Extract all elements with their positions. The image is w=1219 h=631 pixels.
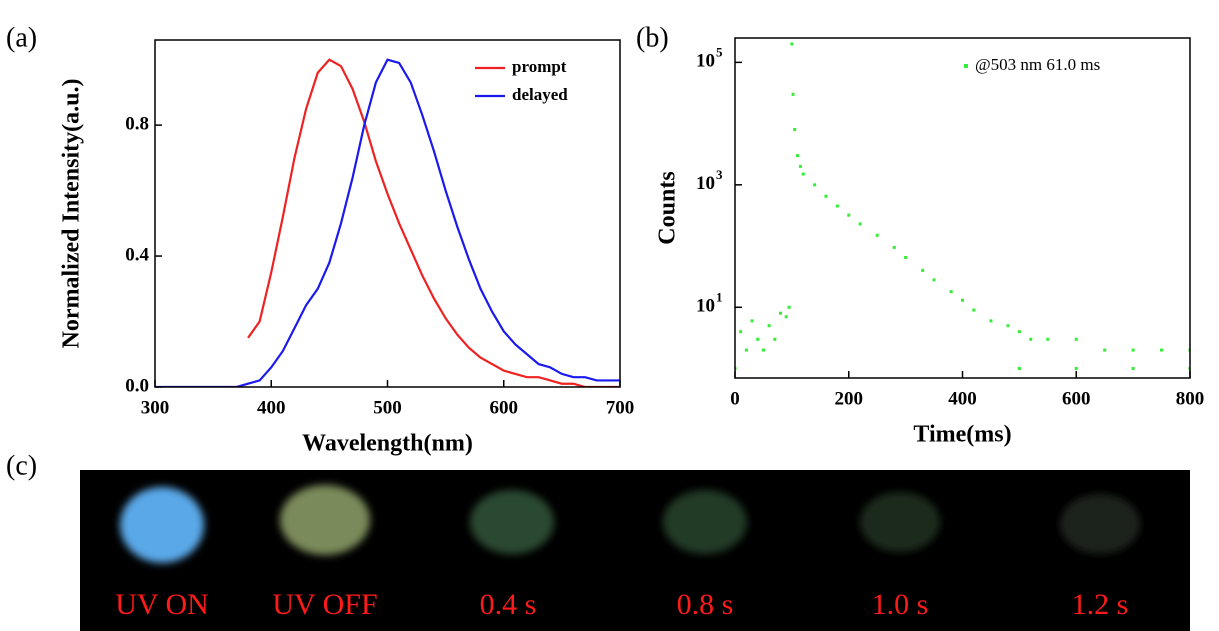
- point: [1131, 348, 1135, 352]
- point: [875, 233, 879, 237]
- legend-label: @503 nm 61.0 ms: [975, 55, 1100, 74]
- legend-label: prompt: [512, 57, 567, 76]
- point: [892, 245, 896, 249]
- x-tick-label: 700: [606, 397, 635, 418]
- point: [1160, 348, 1164, 352]
- legend-label: delayed: [512, 85, 568, 104]
- photo-caption: UV OFF: [272, 588, 377, 621]
- point: [756, 337, 760, 341]
- y-tick-exponent: 5: [716, 44, 723, 59]
- point: [904, 256, 908, 260]
- y-tick-label: 10: [696, 51, 715, 72]
- photo-caption: 1.0 s: [872, 588, 929, 621]
- point: [798, 164, 802, 168]
- x-tick-label: 600: [490, 397, 519, 418]
- point: [1046, 337, 1050, 341]
- y-tick-label: 10: [696, 296, 715, 317]
- point: [858, 222, 862, 226]
- point: [1103, 348, 1107, 352]
- point: [961, 298, 964, 302]
- powder-photo: [860, 492, 940, 552]
- powder-photo: [120, 487, 204, 563]
- y-tick-label: 0.0: [125, 375, 149, 396]
- plot: [735, 42, 1190, 371]
- x-tick-label: 400: [257, 397, 286, 418]
- point: [1074, 367, 1078, 371]
- point: [813, 183, 817, 187]
- point: [824, 194, 828, 198]
- series-line: [247, 58, 620, 387]
- point: [1131, 367, 1135, 371]
- plot-frame: [154, 39, 621, 388]
- point: [1074, 337, 1078, 341]
- x-axis-label: Time(ms): [913, 422, 1011, 448]
- y-tick-label: 0.8: [125, 113, 149, 134]
- point: [796, 154, 800, 158]
- point: [989, 319, 993, 323]
- y-tick-exponent: 3: [716, 167, 723, 182]
- point: [972, 308, 976, 312]
- x-tick-label: 300: [141, 397, 170, 418]
- powder-photo: [280, 485, 370, 555]
- x-tick-label: 600: [1062, 388, 1091, 409]
- point: [801, 172, 805, 176]
- point: [932, 278, 936, 282]
- point: [773, 337, 777, 341]
- point: [791, 92, 795, 96]
- y-axis-label: Normalized Intensity(a.u.): [59, 79, 85, 349]
- series-line: [155, 58, 620, 387]
- point: [1029, 337, 1033, 341]
- point: [767, 324, 771, 328]
- y-tick-label: 0.4: [125, 244, 149, 265]
- legend-swatch: [964, 64, 968, 68]
- point: [835, 204, 839, 208]
- photo-caption: 1.2 s: [1072, 588, 1129, 621]
- plot: [155, 58, 620, 387]
- point: [790, 42, 794, 46]
- point: [761, 348, 765, 352]
- point: [847, 213, 851, 217]
- panel-label: (c): [6, 450, 37, 481]
- photo-caption: 0.8 s: [677, 588, 734, 621]
- point: [744, 348, 748, 352]
- point: [1017, 330, 1021, 334]
- point: [750, 319, 754, 323]
- powder-photo: [1060, 494, 1140, 554]
- point: [784, 315, 788, 319]
- photo-caption: UV ON: [115, 588, 209, 621]
- photo-background: [80, 470, 1190, 631]
- point: [921, 268, 925, 272]
- x-tick-label: 400: [948, 388, 977, 409]
- y-axis-label: Counts: [655, 171, 681, 244]
- point: [793, 128, 797, 132]
- point: [787, 305, 791, 309]
- point: [739, 330, 743, 334]
- powder-photo: [470, 490, 554, 554]
- point: [1017, 367, 1021, 371]
- panel-label: (a): [6, 22, 37, 53]
- x-tick-label: 200: [835, 388, 864, 409]
- photo-caption: 0.4 s: [480, 588, 537, 621]
- point: [949, 290, 953, 294]
- x-tick-label: 500: [373, 397, 402, 418]
- point: [1006, 324, 1010, 328]
- x-tick-label: 0: [730, 388, 740, 409]
- y-tick-exponent: 1: [716, 289, 723, 304]
- y-tick-label: 10: [696, 173, 715, 194]
- panel-label: (b): [636, 22, 669, 53]
- x-axis-label: Wavelength(nm): [302, 431, 473, 457]
- plot-frame: [734, 37, 1191, 379]
- x-tick-label: 800: [1176, 388, 1205, 409]
- point: [779, 311, 782, 315]
- powder-photo: [663, 490, 747, 554]
